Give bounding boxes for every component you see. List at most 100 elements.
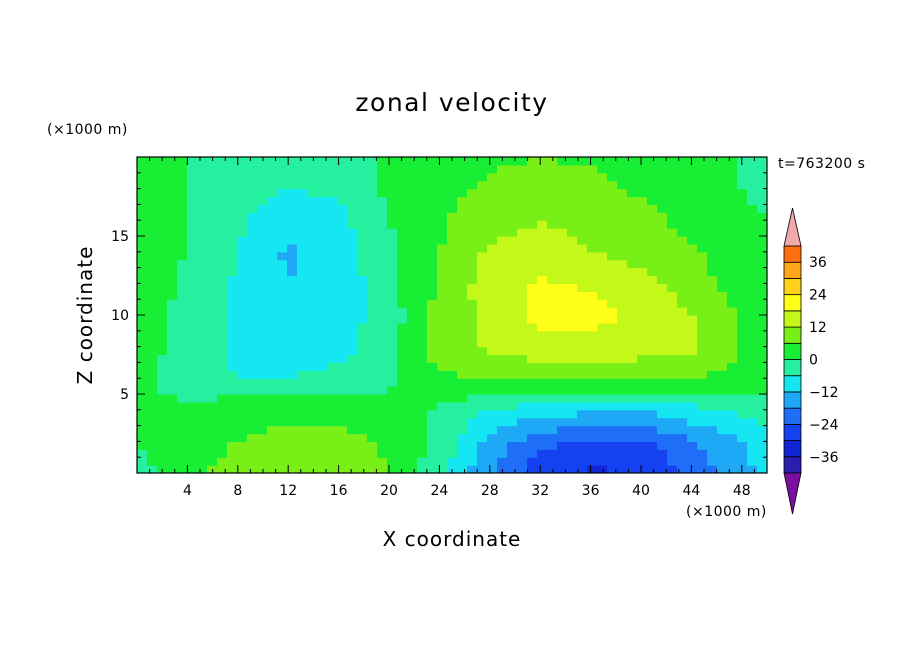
heatmap-cell bbox=[467, 465, 478, 473]
heatmap-cell bbox=[247, 220, 258, 229]
heatmap-cell bbox=[487, 283, 498, 292]
heatmap-cell bbox=[727, 346, 738, 356]
heatmap-cell bbox=[587, 417, 598, 427]
heatmap-cell bbox=[577, 378, 588, 387]
heatmap-cell bbox=[367, 212, 378, 221]
heatmap-cell bbox=[287, 188, 298, 198]
heatmap-field bbox=[137, 157, 767, 473]
heatmap-cell bbox=[347, 401, 358, 411]
heatmap-cell bbox=[517, 465, 528, 473]
heatmap-cell bbox=[697, 417, 708, 427]
heatmap-cell bbox=[267, 338, 278, 348]
heatmap-cell bbox=[227, 172, 238, 182]
heatmap-cell bbox=[137, 243, 148, 253]
heatmap-cell bbox=[517, 378, 528, 387]
heatmap-cell bbox=[287, 370, 298, 379]
heatmap-cell bbox=[457, 330, 468, 340]
heatmap-cell bbox=[647, 465, 658, 473]
heatmap-cell bbox=[727, 267, 738, 277]
heatmap-cell bbox=[167, 204, 178, 213]
heatmap-cell bbox=[707, 172, 718, 182]
heatmap-cell bbox=[707, 299, 718, 308]
heatmap-cell bbox=[507, 220, 518, 229]
heatmap-cell bbox=[407, 299, 418, 308]
heatmap-cell bbox=[487, 370, 498, 379]
heatmap-cell bbox=[187, 441, 198, 450]
heatmap-cell bbox=[527, 425, 538, 435]
heatmap-cell bbox=[147, 417, 158, 427]
heatmap-cell bbox=[597, 338, 608, 348]
heatmap-cell bbox=[327, 299, 338, 308]
heatmap-cell bbox=[357, 315, 368, 324]
heatmap-cell bbox=[617, 172, 628, 182]
heatmap-cell bbox=[207, 338, 218, 348]
heatmap-cell bbox=[177, 259, 188, 269]
heatmap-cell bbox=[307, 417, 318, 427]
heatmap-cell bbox=[577, 157, 588, 166]
heatmap-cell bbox=[697, 354, 708, 363]
heatmap-cell bbox=[447, 243, 458, 253]
heatmap-cell bbox=[747, 188, 758, 198]
heatmap-cell bbox=[137, 362, 148, 371]
heatmap-cell bbox=[727, 433, 738, 442]
heatmap-cell bbox=[607, 196, 618, 205]
heatmap-cell bbox=[307, 441, 318, 450]
heatmap-cell bbox=[717, 172, 728, 182]
heatmap-cell bbox=[597, 188, 608, 198]
heatmap-cell bbox=[537, 212, 548, 221]
heatmap-cell bbox=[637, 228, 648, 237]
heatmap-cell bbox=[137, 228, 148, 237]
heatmap-cell bbox=[667, 220, 678, 229]
heatmap-cell bbox=[727, 259, 738, 269]
heatmap-cell bbox=[287, 196, 298, 205]
heatmap-cell bbox=[677, 228, 688, 237]
heatmap-cell bbox=[437, 267, 448, 277]
heatmap-cell bbox=[447, 346, 458, 356]
heatmap-cell bbox=[497, 417, 508, 427]
heatmap-cell bbox=[607, 409, 618, 419]
heatmap-cell bbox=[437, 330, 448, 340]
heatmap-cell bbox=[567, 283, 578, 292]
heatmap-cell bbox=[217, 433, 228, 442]
heatmap-cell bbox=[307, 204, 318, 213]
heatmap-cell bbox=[237, 449, 248, 458]
heatmap-cell bbox=[437, 370, 448, 379]
heatmap-cell bbox=[207, 275, 218, 284]
heatmap-cell bbox=[427, 457, 438, 466]
heatmap-cell bbox=[407, 307, 418, 316]
heatmap-cell bbox=[247, 196, 258, 205]
heatmap-cell bbox=[267, 204, 278, 213]
heatmap-cell bbox=[417, 243, 428, 253]
heatmap-cell bbox=[637, 409, 648, 419]
heatmap-cell bbox=[177, 409, 188, 419]
heatmap-cell bbox=[267, 370, 278, 379]
heatmap-cell bbox=[237, 220, 248, 229]
heatmap-cell bbox=[337, 180, 348, 190]
heatmap-cell bbox=[207, 259, 218, 269]
heatmap-cell bbox=[507, 417, 518, 427]
heatmap-cell bbox=[577, 172, 588, 182]
heatmap-cell bbox=[527, 212, 538, 221]
heatmap-cell bbox=[257, 196, 268, 205]
heatmap-cell bbox=[187, 307, 198, 316]
heatmap-cell bbox=[747, 370, 758, 379]
heatmap-cell bbox=[167, 394, 178, 403]
heatmap-cell bbox=[447, 236, 458, 245]
heatmap-cell bbox=[177, 291, 188, 300]
heatmap-cell bbox=[277, 457, 288, 466]
heatmap-cell bbox=[657, 338, 668, 348]
heatmap-cell bbox=[477, 283, 488, 292]
heatmap-cell bbox=[577, 275, 588, 284]
heatmap-cell bbox=[757, 283, 767, 292]
x-axis-title: X coordinate bbox=[383, 527, 522, 551]
heatmap-cell bbox=[627, 164, 638, 174]
heatmap-cell bbox=[517, 180, 528, 190]
heatmap-cell bbox=[157, 251, 168, 261]
heatmap-cell bbox=[427, 362, 438, 371]
heatmap-cell bbox=[747, 457, 758, 466]
heatmap-cell bbox=[677, 180, 688, 190]
heatmap-cell bbox=[747, 354, 758, 363]
heatmap-cell bbox=[187, 315, 198, 324]
heatmap-cell bbox=[227, 346, 238, 356]
heatmap-cell bbox=[477, 338, 488, 348]
